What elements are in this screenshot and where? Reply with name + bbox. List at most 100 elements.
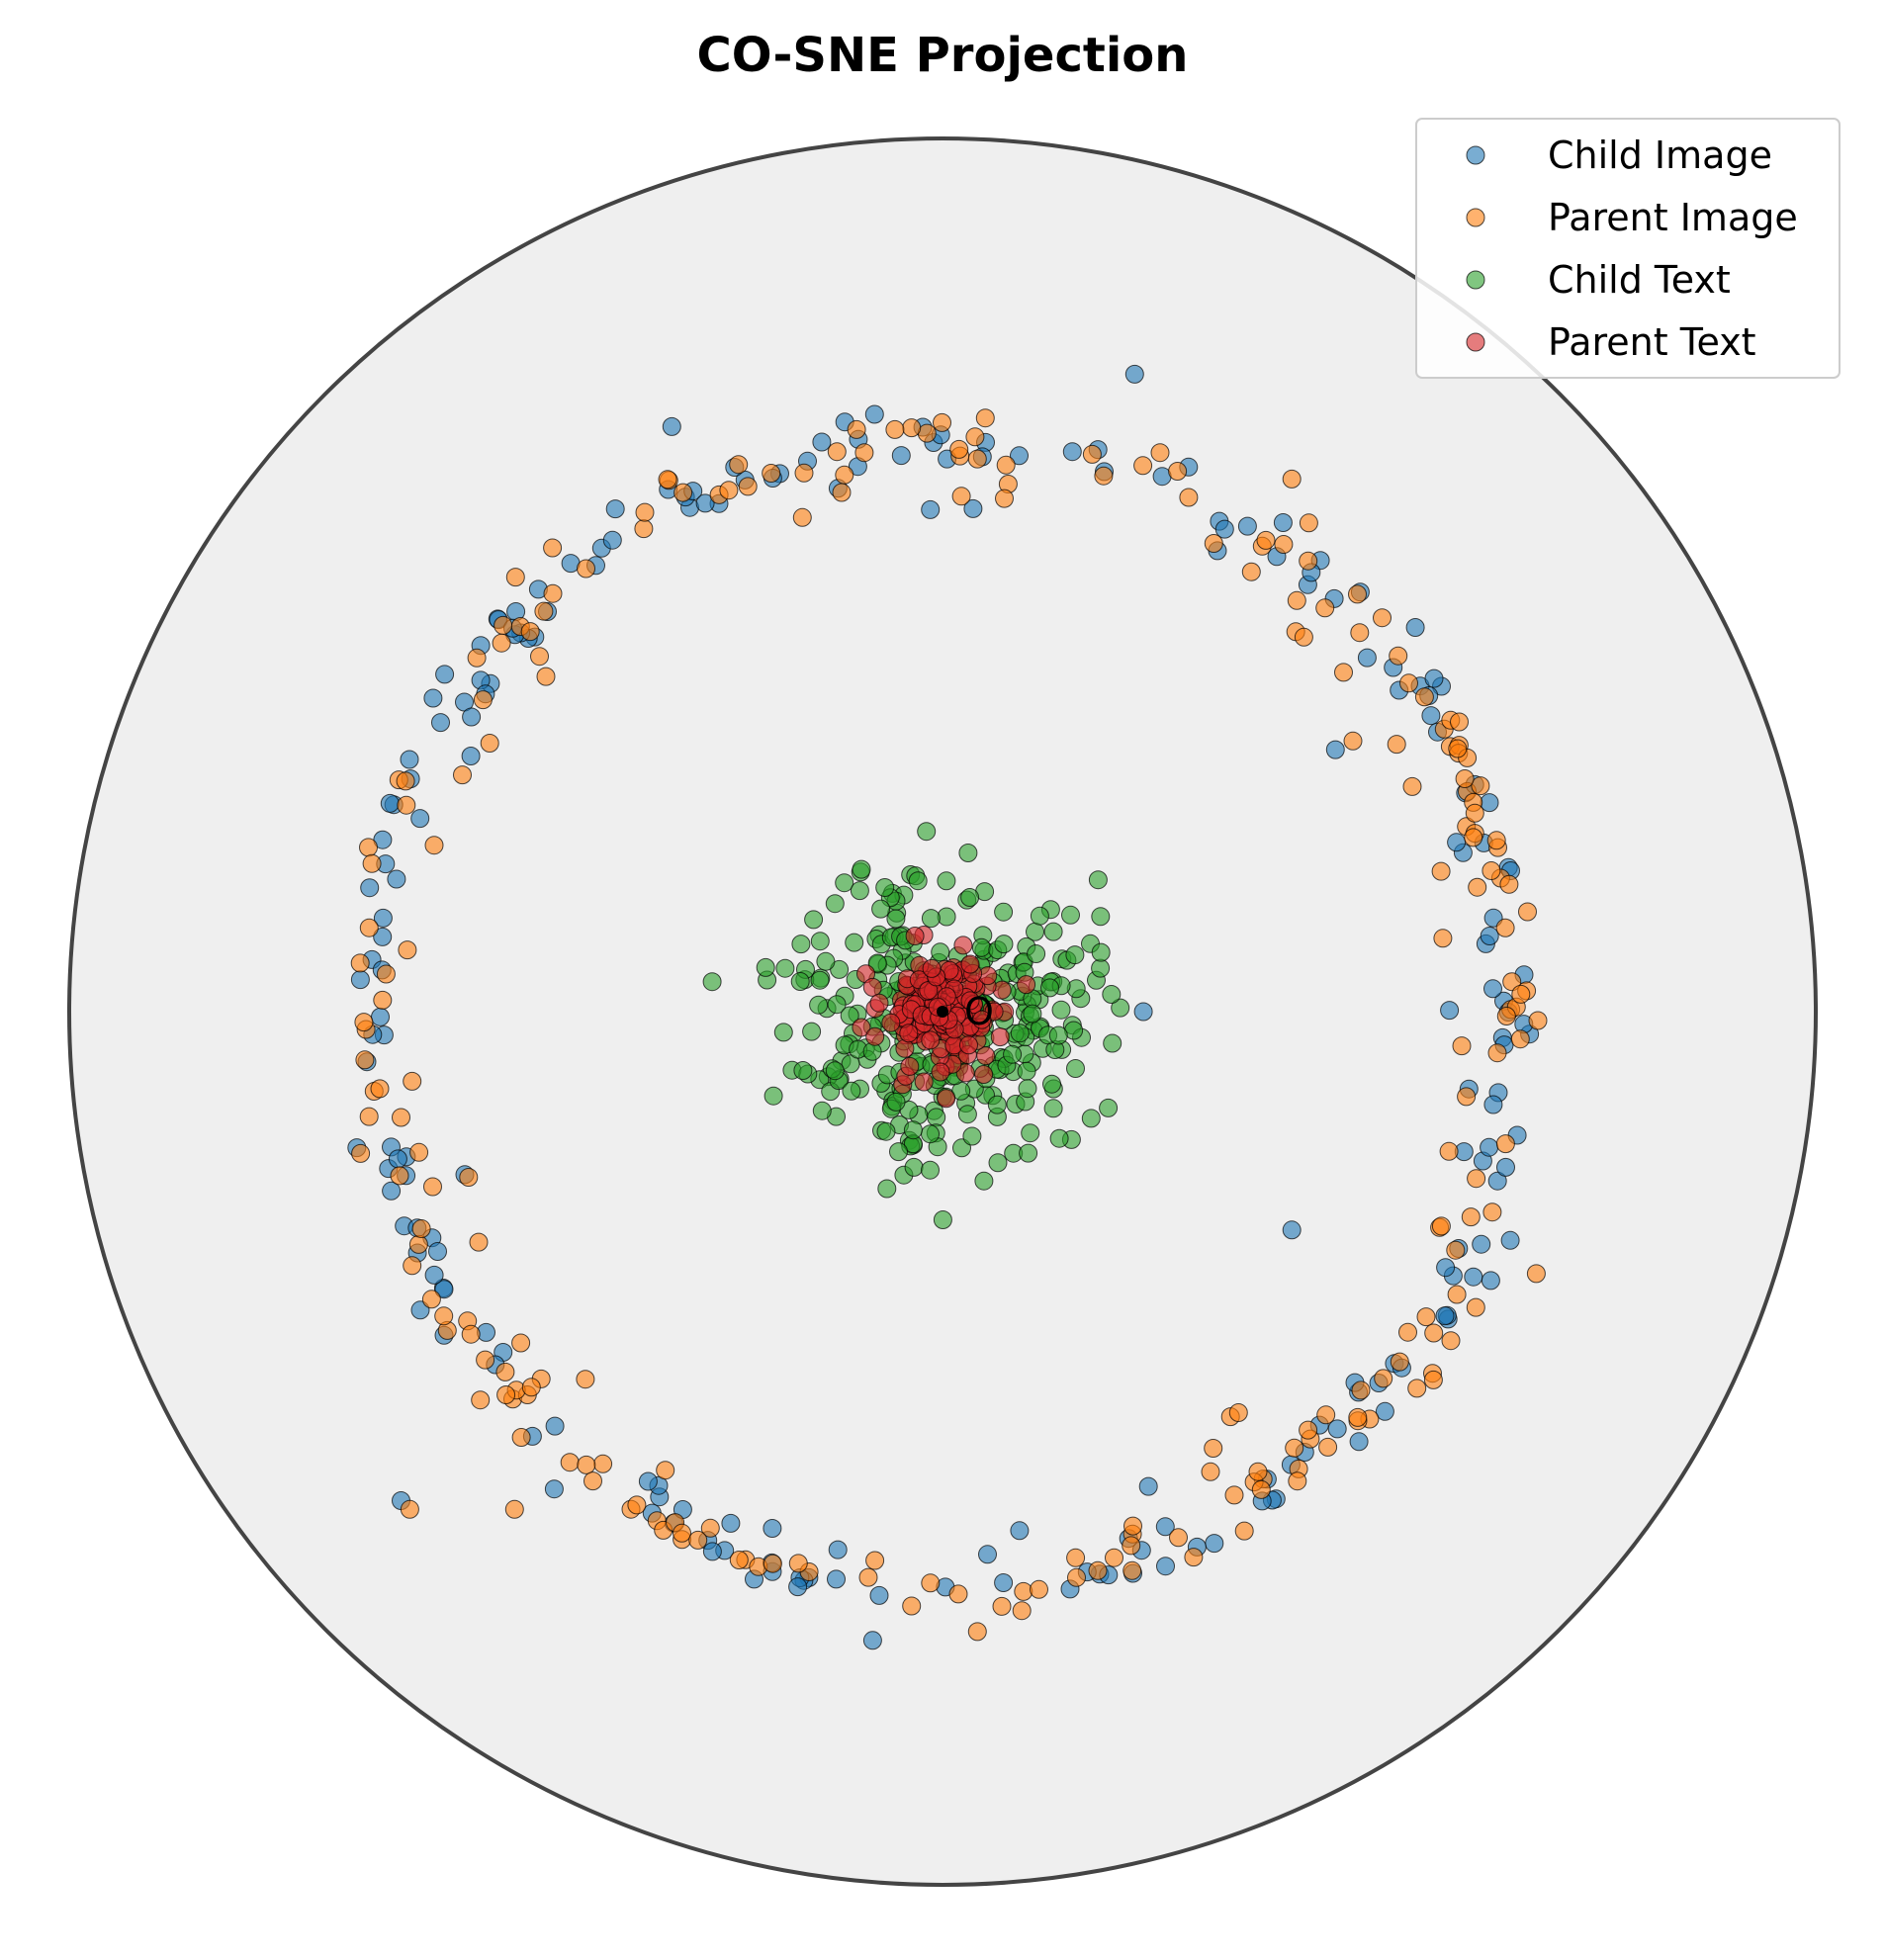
data-point [1496, 1157, 1515, 1177]
data-point [1416, 1307, 1436, 1327]
data-point [1455, 769, 1475, 788]
data-point [729, 1551, 749, 1569]
data-point [1043, 1099, 1063, 1118]
data-point [577, 559, 595, 579]
data-point [1457, 1087, 1477, 1107]
data-point [1133, 1002, 1153, 1022]
data-point [1375, 1401, 1394, 1421]
data-point [827, 442, 847, 462]
data-point [459, 1168, 479, 1187]
data-point [931, 942, 950, 962]
data-point [1435, 1306, 1455, 1326]
data-point [700, 1518, 720, 1538]
data-point [865, 1026, 885, 1046]
data-point [1450, 712, 1469, 732]
data-point [828, 1540, 848, 1559]
data-point [1483, 979, 1502, 999]
data-point [854, 443, 874, 463]
data-point [1150, 443, 1170, 463]
data-point [521, 1378, 541, 1397]
data-point [1204, 534, 1223, 553]
data-point [921, 1573, 941, 1593]
data-point [380, 793, 400, 813]
data-point [835, 465, 854, 485]
data-point [461, 1324, 481, 1344]
data-point [1066, 1548, 1086, 1567]
data-point [1155, 1517, 1175, 1537]
data-point [1315, 598, 1335, 618]
data-point [495, 1362, 515, 1381]
legend-box [1415, 118, 1841, 379]
data-point [902, 418, 922, 438]
data-point [1294, 627, 1313, 647]
data-point [1495, 918, 1515, 937]
legend-marker [1466, 332, 1485, 352]
data-point [1510, 1029, 1530, 1049]
data-point [1082, 444, 1102, 464]
data-point [862, 1631, 882, 1650]
data-point [974, 1065, 994, 1084]
data-point [816, 951, 836, 971]
data-point [974, 1171, 994, 1191]
data-point [1433, 929, 1453, 948]
data-point [1237, 516, 1257, 536]
data-point [978, 1545, 997, 1564]
data-point [1067, 1567, 1086, 1587]
data-point [895, 1038, 915, 1058]
data-point [1133, 456, 1153, 476]
data-point [886, 1092, 906, 1112]
data-point [1374, 1369, 1393, 1388]
data-point [960, 954, 980, 974]
data-point [900, 1056, 920, 1076]
data-point [951, 487, 971, 506]
data-point [914, 1072, 934, 1092]
data-point [359, 838, 378, 857]
data-point [702, 972, 722, 992]
data-point [1091, 942, 1111, 962]
data-point [1248, 1462, 1268, 1481]
data-point [1273, 513, 1293, 532]
data-point [410, 809, 430, 829]
data-point [1482, 1203, 1502, 1222]
data-point [1169, 1528, 1188, 1548]
data-point [840, 1006, 859, 1025]
legend: Child Image Parent Image Child Text Parent … [1415, 118, 1841, 379]
legend-label: Child Text [1548, 258, 1731, 302]
data-point [931, 1062, 950, 1082]
data-point [1088, 1560, 1108, 1580]
data-point [1042, 1074, 1061, 1094]
data-point [1111, 998, 1130, 1018]
data-point [881, 1013, 901, 1032]
data-point [1343, 731, 1363, 751]
data-point [382, 1181, 402, 1201]
data-point [965, 427, 985, 447]
data-point [1066, 1059, 1085, 1078]
data-point [605, 499, 625, 519]
data-point [1010, 1521, 1030, 1541]
data-point [1480, 927, 1499, 945]
data-point [948, 1584, 968, 1604]
data-point [1010, 1024, 1030, 1043]
data-point [354, 1013, 374, 1032]
data-point [876, 1121, 896, 1141]
data-point [933, 412, 951, 432]
data-point [1299, 513, 1318, 533]
data-point [453, 765, 472, 785]
data-point [791, 935, 811, 954]
data-point [1399, 673, 1418, 693]
data-point [790, 972, 810, 991]
data-point [1496, 1007, 1516, 1025]
data-point [373, 927, 393, 946]
data-point [1003, 1044, 1023, 1064]
data-point [1390, 1352, 1409, 1372]
data-point [933, 1210, 952, 1229]
data-point [775, 958, 795, 978]
data-point [1081, 1109, 1101, 1128]
legend-label: Child Image [1548, 134, 1772, 177]
data-point [992, 1596, 1012, 1616]
data-point [1461, 1207, 1481, 1227]
data-point [994, 902, 1014, 922]
data-point [967, 1622, 987, 1642]
data-point [996, 455, 1016, 475]
data-point [1234, 1521, 1254, 1541]
